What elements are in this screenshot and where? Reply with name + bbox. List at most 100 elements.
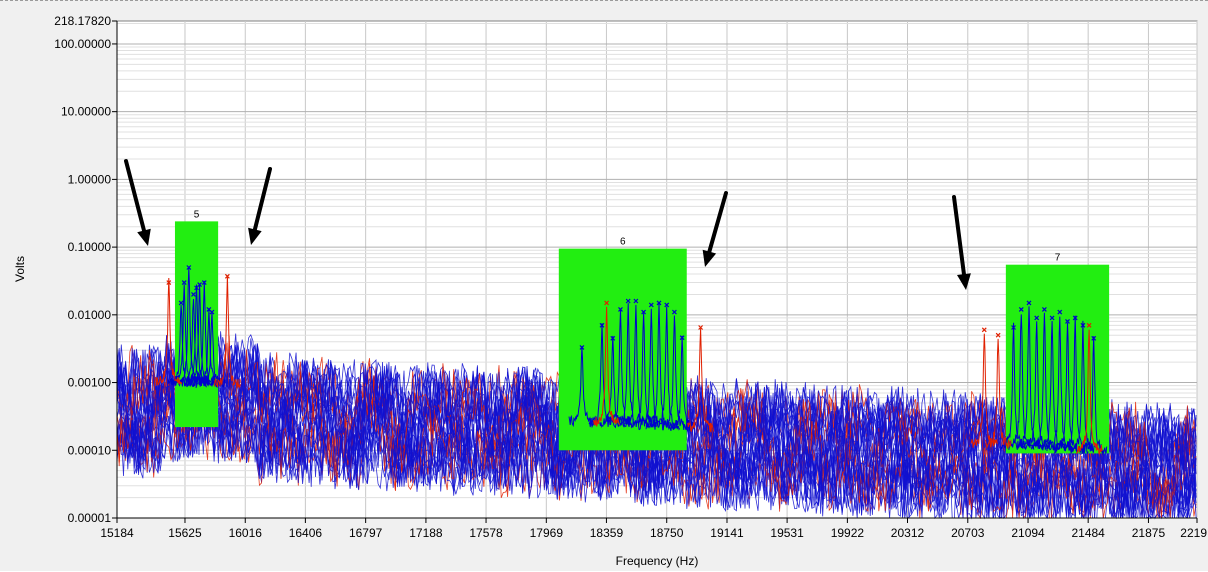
peak-trace <box>984 338 1012 450</box>
y-tick-label: 10.00000 <box>61 105 111 119</box>
peak-trace <box>1023 321 1051 451</box>
peak-marker <box>664 302 670 308</box>
peak-marker <box>1018 307 1024 312</box>
arrow-shaft <box>124 159 146 233</box>
peak-marker <box>1034 315 1040 321</box>
peak-marker <box>625 298 631 304</box>
y-axis: 218.17820 100.00000 10.00000 1.00000 0.10000… <box>54 14 118 525</box>
noise-trace <box>116 330 1197 520</box>
peak-marker <box>599 322 605 328</box>
x-tick-label: 17969 <box>530 526 564 540</box>
x-tick-label: 15625 <box>168 526 202 540</box>
peak-marker <box>1041 307 1047 312</box>
arrow-head <box>957 273 971 290</box>
y-tick-label: 0.00010 <box>68 443 112 457</box>
peak-marker <box>178 300 184 306</box>
peak-marker <box>633 298 639 304</box>
x-axis: 15184 15625 16016 16406 16797 17188 17578 17969… <box>100 517 1207 540</box>
y-tick-label: 0.00001 <box>68 511 112 525</box>
peak-marker <box>181 280 187 285</box>
x-tick-label: 19141 <box>710 526 744 540</box>
peak-marker <box>1080 322 1086 328</box>
peak-marker <box>197 282 203 287</box>
arrow-head <box>702 249 717 267</box>
peak-trace <box>167 304 195 387</box>
peak-marker <box>995 332 1001 338</box>
peak-marker <box>618 307 623 312</box>
peak-trace <box>653 306 681 431</box>
peak-trace <box>1069 320 1097 454</box>
peak-trace <box>1000 322 1027 451</box>
peak-marker <box>641 309 647 315</box>
peak-marker <box>648 302 654 308</box>
spectrum-traces <box>155 265 1108 456</box>
peak-trace <box>155 277 183 386</box>
band-label: 5 <box>194 209 200 220</box>
band-label: 7 <box>1055 253 1061 264</box>
arrow-head <box>248 227 262 245</box>
arrow-shaft <box>252 167 272 232</box>
x-tick-label: 21875 <box>1132 526 1166 540</box>
arrow-shaft <box>707 191 728 254</box>
y-tick-label: 0.00100 <box>68 376 112 390</box>
y-tick-label: 0.10000 <box>68 240 112 254</box>
x-tick-label: 21094 <box>1011 526 1045 540</box>
x-tick-label: 17188 <box>409 526 443 540</box>
peak-trace <box>1030 312 1058 452</box>
y-axis-title: Volts <box>13 256 27 282</box>
x-axis-title: Frequency (Hz) <box>616 554 699 568</box>
band-label: 6 <box>620 237 626 248</box>
peak-trace <box>213 275 241 389</box>
x-tick-label: 18750 <box>650 526 684 540</box>
peak-marker <box>209 309 215 315</box>
annotation-arrows <box>124 159 971 290</box>
arrow-shaft <box>952 195 966 277</box>
peak-marker <box>656 300 662 306</box>
peak-trace <box>1075 329 1103 455</box>
peak-marker <box>610 335 616 341</box>
peak-marker <box>201 280 207 285</box>
peak-trace <box>588 323 616 429</box>
peak-marker <box>224 273 230 279</box>
peak-trace <box>1054 322 1081 454</box>
peak-marker <box>1072 315 1078 321</box>
peak-marker <box>981 327 987 333</box>
peak-marker <box>698 325 704 330</box>
peak-marker <box>679 335 685 341</box>
y-tick-label: 100.00000 <box>54 37 111 51</box>
x-tick-label: 21484 <box>1071 526 1105 540</box>
peak-marker <box>1049 315 1055 321</box>
peak-trace <box>661 315 688 432</box>
peak-trace <box>1080 336 1108 456</box>
y-tick-label: 0.01000 <box>68 308 112 322</box>
peak-marker <box>1065 318 1070 324</box>
peak-marker <box>579 345 585 350</box>
peak-trace <box>687 328 715 433</box>
x-tick-label: 19531 <box>770 526 804 540</box>
peak-trace <box>668 335 696 432</box>
x-tick-label: 2219 <box>1180 526 1207 540</box>
peak-marker <box>191 292 196 297</box>
peak-trace <box>190 280 218 388</box>
band-rect <box>1005 264 1110 454</box>
x-tick-label: 15184 <box>100 526 134 540</box>
x-tick-label: 20703 <box>951 526 985 540</box>
peak-trace <box>593 306 620 427</box>
peak-marker <box>1086 322 1092 328</box>
peak-trace <box>970 333 998 448</box>
x-tick-label: 16406 <box>289 526 323 540</box>
x-tick-label: 20312 <box>891 526 925 540</box>
y-tick-label: 1.00000 <box>68 172 112 186</box>
x-tick-label: 16797 <box>349 526 383 540</box>
peak-marker <box>1057 309 1063 315</box>
peak-marker <box>186 265 192 270</box>
peak-marker <box>604 300 610 306</box>
peak-marker <box>1091 335 1097 341</box>
peak-marker <box>671 309 677 315</box>
x-tick-label: 18359 <box>590 526 624 540</box>
peak-marker <box>1026 300 1032 306</box>
arrow-head <box>137 228 151 246</box>
x-tick-label: 19922 <box>831 526 865 540</box>
peak-marker <box>166 280 172 285</box>
